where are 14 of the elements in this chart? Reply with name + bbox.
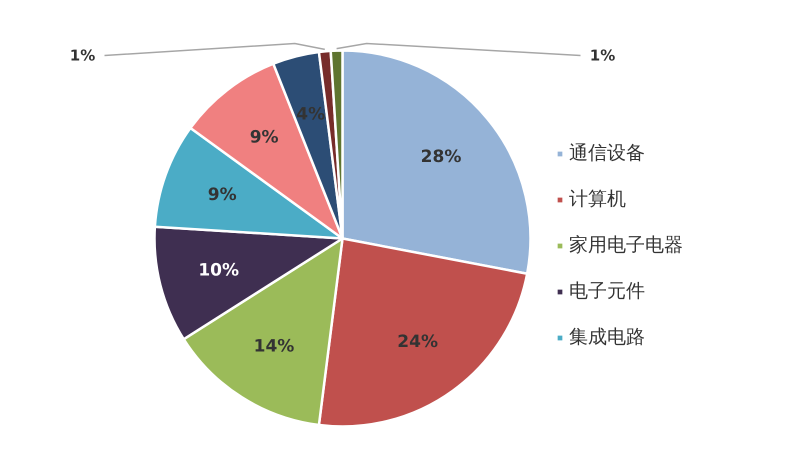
data-label: 1% xyxy=(590,46,616,64)
legend-label: 通信设备 xyxy=(569,141,645,166)
data-label: 4% xyxy=(296,104,326,125)
data-label: 28% xyxy=(420,147,462,168)
legend-label: 电子元件 xyxy=(569,279,645,304)
data-label: 10% xyxy=(198,260,240,280)
legend-label: 集成电路 xyxy=(569,325,645,350)
data-label: 9% xyxy=(208,185,237,206)
data-label: 1% xyxy=(70,46,96,64)
data-label: 14% xyxy=(254,336,294,356)
legend-label: 计算机 xyxy=(569,187,626,212)
data-label: 9% xyxy=(250,127,279,148)
data-label: 24% xyxy=(397,332,438,352)
legend-label: 家用电子电器 xyxy=(569,233,683,258)
